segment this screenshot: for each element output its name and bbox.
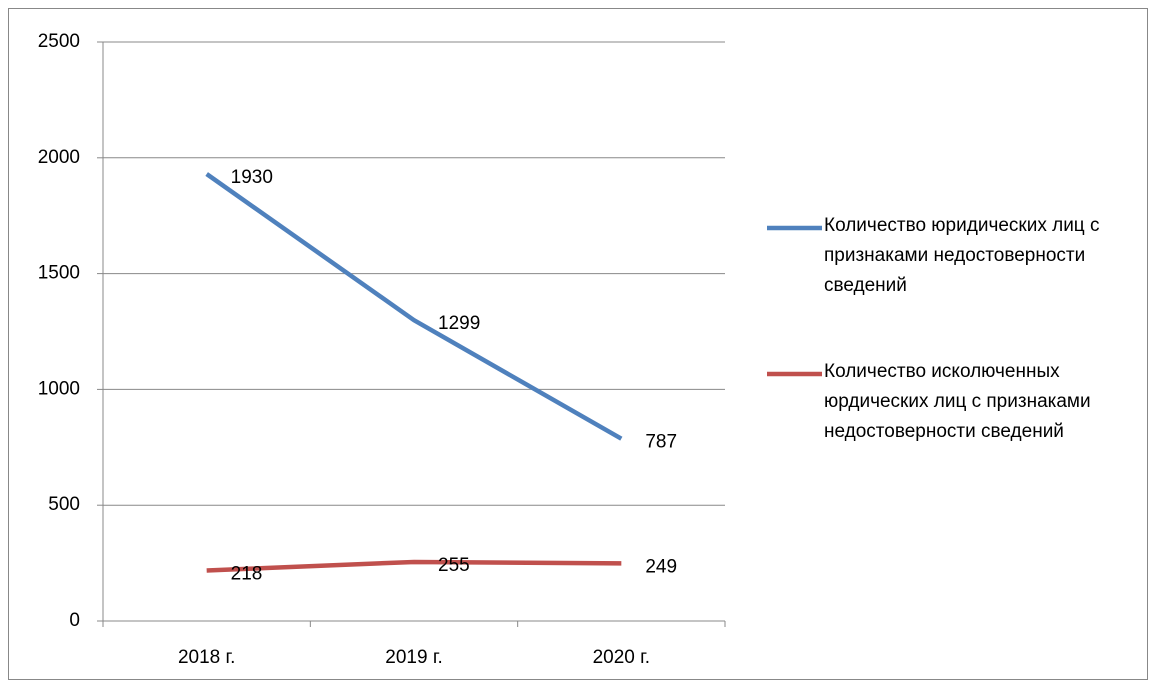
data-label: 249 <box>645 556 677 577</box>
legend-item: Количество юридических лиц с признаками … <box>824 215 1100 296</box>
data-label: 1930 <box>231 167 273 188</box>
x-tick-label: 2020 г. <box>593 647 650 668</box>
data-label: 787 <box>645 432 677 453</box>
y-tick-label: 2000 <box>38 147 80 168</box>
x-tick-label: 2018 г. <box>178 647 235 668</box>
y-tick-label: 1000 <box>38 378 80 399</box>
y-tick-label: 500 <box>48 494 80 515</box>
series-line <box>206 559 622 573</box>
data-label: 218 <box>231 564 263 585</box>
legend-label: Количество исколюченных юрдических лиц с… <box>824 361 1091 442</box>
y-tick-label: 2500 <box>38 31 80 52</box>
y-tick-label: 0 <box>69 610 80 631</box>
legend-item: Количество исколюченных юрдических лиц с… <box>824 361 1091 442</box>
x-tick-label: 2019 г. <box>385 647 442 668</box>
series-line <box>205 172 623 441</box>
legend-label: Количество юридических лиц с признаками … <box>824 215 1100 296</box>
y-tick-label: 1500 <box>38 263 80 284</box>
data-label: 1299 <box>438 313 480 334</box>
chart-frame <box>8 8 1148 680</box>
data-label: 255 <box>438 555 470 576</box>
